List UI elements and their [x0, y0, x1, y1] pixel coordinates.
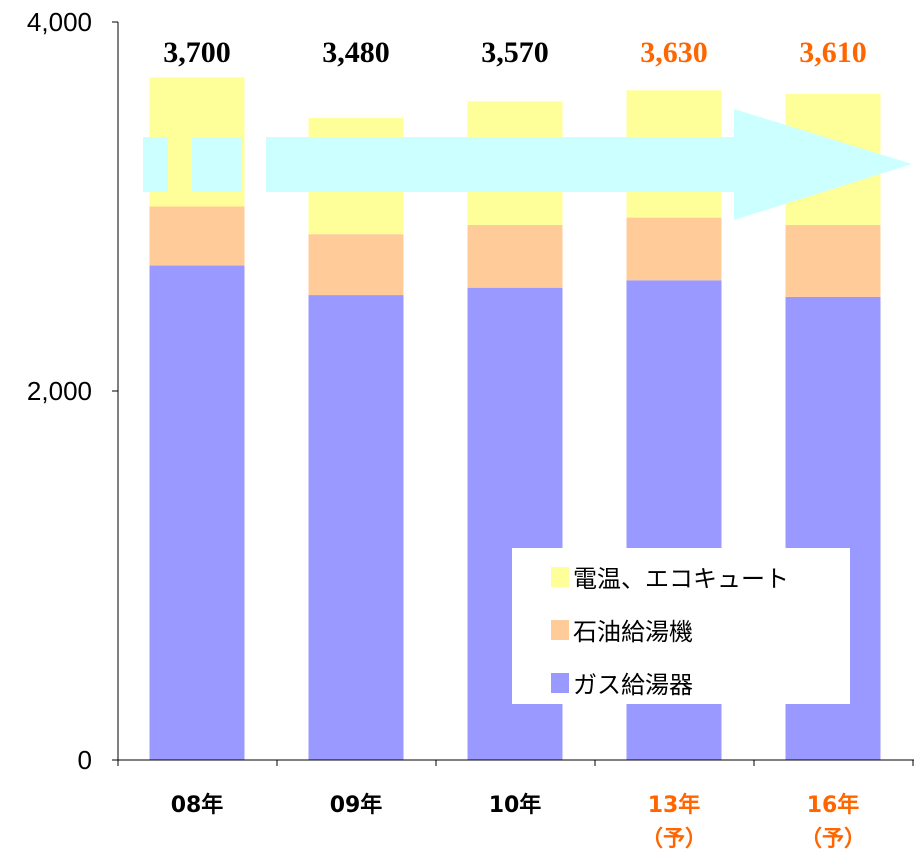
category-label-2: 10年 — [489, 792, 542, 818]
legend-swatch-0 — [551, 567, 569, 587]
bar-segment-4-1 — [786, 225, 881, 297]
legend-swatch-1 — [551, 620, 569, 640]
bar-segment-0-1 — [150, 207, 245, 266]
bar-segment-2-1 — [468, 225, 563, 288]
total-label-4: 3,610 — [799, 36, 867, 69]
bar-segment-3-1 — [627, 218, 722, 281]
y-tick-label-1: 2,000 — [27, 376, 92, 406]
category-sublabel-4: （予） — [800, 827, 866, 852]
legend-label-0: 電温、エコキュート — [573, 565, 789, 593]
category-label-4: 16年 — [807, 792, 860, 818]
total-labels: 3,700 3,480 3,570 3,630 3,610 — [163, 36, 867, 69]
y-tick-label-0: 0 — [78, 745, 92, 775]
trend-arrow-dash-1 — [143, 137, 168, 192]
bar-segment-0-0 — [150, 266, 245, 760]
legend-label-2: ガス給湯器 — [573, 671, 693, 699]
bar-segment-1-0 — [309, 295, 404, 760]
category-labels: 08年 09年 10年 13年 （予） 16年 （予） — [171, 792, 866, 852]
category-label-1: 09年 — [330, 792, 383, 818]
total-label-1: 3,480 — [322, 36, 390, 69]
total-label-0: 3,700 — [163, 36, 231, 69]
y-tick-label-2: 4,000 — [27, 7, 92, 37]
total-label-2: 3,570 — [481, 36, 549, 69]
category-label-3: 13年 — [648, 792, 701, 818]
trend-arrow-dash-2 — [192, 137, 242, 192]
category-label-0: 08年 — [171, 792, 224, 818]
legend-label-1: 石油給湯機 — [573, 618, 693, 646]
bar-segment-1-1 — [309, 234, 404, 295]
legend-swatch-2 — [551, 673, 569, 693]
total-label-3: 3,630 — [640, 36, 708, 69]
category-sublabel-3: （予） — [641, 827, 707, 852]
